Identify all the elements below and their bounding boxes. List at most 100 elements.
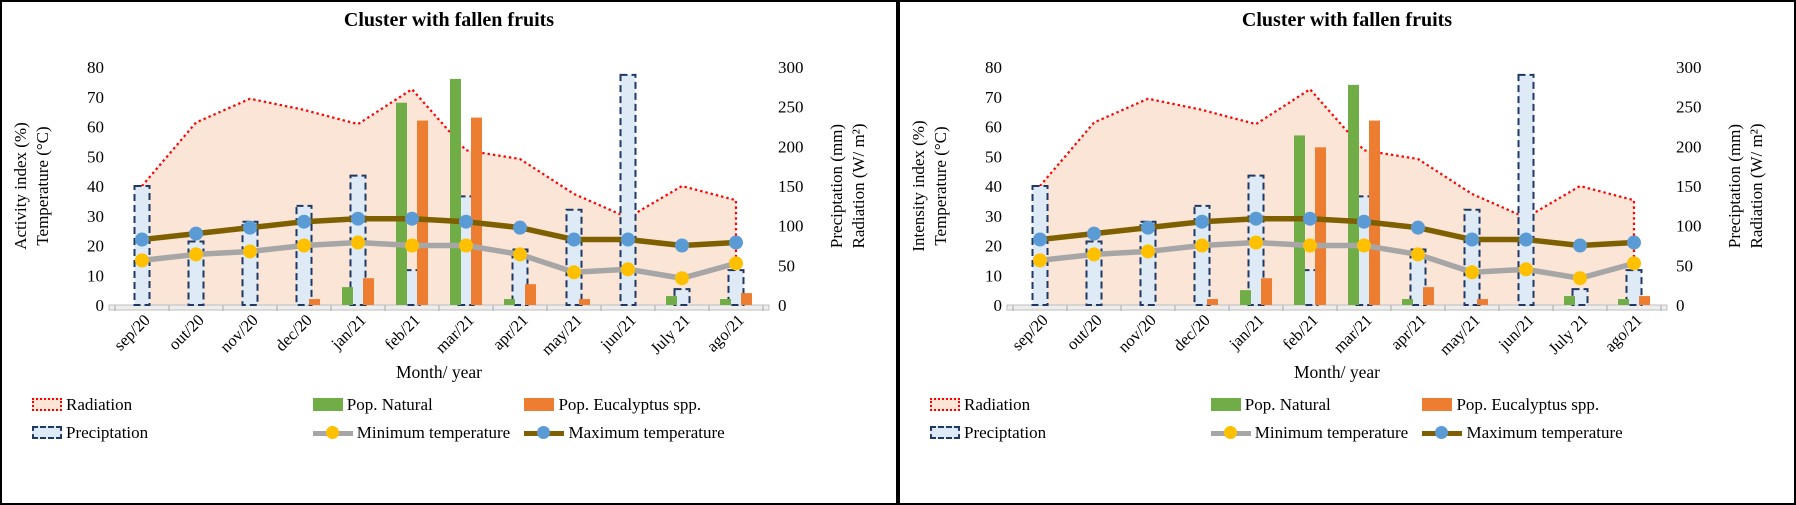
legend-label: Pop. Natural bbox=[1244, 395, 1331, 414]
maximum-temperature-marker bbox=[729, 235, 743, 250]
svg-text:10: 10 bbox=[985, 266, 1002, 285]
svg-text:nov/20: nov/20 bbox=[216, 310, 262, 356]
legend-label: Pop. Eucalyptus spp. bbox=[1456, 395, 1600, 414]
svg-text:sep/20: sep/20 bbox=[1008, 310, 1052, 354]
svg-text:Radiation (W/ m²): Radiation (W/ m²) bbox=[849, 123, 868, 248]
legend-label: Preciptation bbox=[66, 423, 149, 442]
svg-text:60: 60 bbox=[985, 118, 1002, 137]
radiation-legend-swatch bbox=[930, 398, 960, 411]
svg-text:Intensity index (%): Intensity index (%) bbox=[909, 120, 928, 251]
svg-text:feb/21: feb/21 bbox=[381, 310, 424, 353]
minimum-temperature-marker bbox=[1519, 262, 1533, 277]
svg-text:dec/20: dec/20 bbox=[271, 310, 316, 355]
legend-label: Radiation bbox=[964, 395, 1031, 414]
svg-text:apr/21: apr/21 bbox=[1387, 310, 1430, 353]
svg-text:ago/21: ago/21 bbox=[1601, 310, 1646, 355]
svg-text:150: 150 bbox=[778, 177, 804, 196]
legend-label: Radiation bbox=[66, 395, 133, 414]
minimum-temperature-marker bbox=[135, 253, 149, 268]
svg-text:10: 10 bbox=[87, 266, 104, 285]
month-labels: sep/20 out/20 nov/20 dec/20 jan/21 feb/21 mar/… bbox=[1008, 310, 1646, 358]
svg-text:100: 100 bbox=[1676, 217, 1702, 236]
legend-label: Maximum temperature bbox=[568, 423, 725, 442]
minimum-temperature-marker bbox=[1141, 244, 1155, 259]
minimum-temperature-marker bbox=[189, 247, 203, 262]
svg-text:70: 70 bbox=[87, 88, 104, 107]
chart-title: Cluster with fallen fruits bbox=[1241, 9, 1453, 31]
svg-text:Preciptation (mm): Preciptation (mm) bbox=[1725, 124, 1744, 248]
svg-text:50: 50 bbox=[985, 147, 1002, 166]
legend-label: Pop. Natural bbox=[346, 395, 433, 414]
minimum-temperature-marker bbox=[1573, 271, 1587, 286]
svg-text:80: 80 bbox=[87, 58, 104, 77]
axis-tick-labels: 0 10 20 30 40 50 60 70 80 0 50 100 150 200 250 300 bbox=[87, 58, 804, 315]
legend-label: Maximum temperature bbox=[1466, 423, 1623, 442]
maximum-temperature-marker bbox=[135, 232, 149, 247]
maximum-temperature-marker bbox=[297, 214, 311, 229]
maximum-temperature-marker bbox=[567, 232, 581, 247]
svg-text:mar/21: mar/21 bbox=[1329, 310, 1375, 356]
minimum-temperature-line-series bbox=[1033, 235, 1641, 286]
minimum-temperature-marker bbox=[729, 256, 743, 271]
pop-eucalyptus-bars bbox=[309, 117, 752, 305]
svg-text:may/21: may/21 bbox=[1435, 310, 1483, 358]
maximum-temperature-marker bbox=[1033, 232, 1047, 247]
svg-text:0: 0 bbox=[1676, 296, 1685, 315]
maximum-temperature-marker bbox=[1249, 211, 1263, 226]
legend-label: Minimum temperature bbox=[1254, 423, 1409, 442]
svg-text:60: 60 bbox=[87, 118, 104, 137]
legend-item-pop_eucalyptus: Pop. Eucalyptus spp. bbox=[1422, 395, 1794, 414]
axis-tick-labels: 0 10 20 30 40 50 60 70 80 0 50 100 150 200 250 300 bbox=[985, 58, 1702, 315]
svg-text:50: 50 bbox=[778, 256, 795, 275]
minimum-temperature-marker bbox=[1411, 247, 1425, 262]
legend-item-max_temp: Maximum temperature bbox=[524, 423, 896, 442]
svg-text:80: 80 bbox=[985, 58, 1002, 77]
minimum-temperature-marker bbox=[675, 271, 689, 286]
svg-text:20: 20 bbox=[985, 237, 1002, 256]
svg-text:Preciptation (mm): Preciptation (mm) bbox=[827, 124, 846, 248]
svg-text:150: 150 bbox=[1676, 177, 1702, 196]
svg-text:nov/20: nov/20 bbox=[1114, 310, 1160, 356]
svg-text:Temperature (°C): Temperature (°C) bbox=[33, 126, 52, 245]
svg-text:July 21: July 21 bbox=[1544, 310, 1591, 357]
legend-item-min_temp: Minimum temperature bbox=[1210, 423, 1423, 442]
pop_eucalyptus-legend-swatch bbox=[1422, 398, 1453, 411]
legend-item-max_temp: Maximum temperature bbox=[1422, 423, 1794, 442]
svg-text:jan/21: jan/21 bbox=[1225, 310, 1268, 353]
maximum-temperature-marker bbox=[243, 220, 257, 235]
radiation-area-series bbox=[140, 87, 738, 305]
svg-text:mar/21: mar/21 bbox=[431, 310, 477, 356]
minimum-temperature-marker bbox=[567, 265, 581, 280]
chart-plot-activity: 0 10 20 30 40 50 60 70 80 0 50 100 150 200 250 300 sep/2… bbox=[11, 58, 868, 382]
svg-text:20: 20 bbox=[87, 237, 104, 256]
svg-text:jan/21: jan/21 bbox=[327, 310, 370, 353]
maximum-temperature-marker bbox=[1357, 214, 1371, 229]
maximum-temperature-marker bbox=[405, 211, 419, 226]
maximum-temperature-marker bbox=[459, 214, 473, 229]
svg-text:Month/ year: Month/ year bbox=[1294, 362, 1380, 382]
maximum-temperature-marker bbox=[1573, 238, 1587, 253]
maximum-temperature-marker bbox=[189, 226, 203, 241]
svg-text:250: 250 bbox=[778, 98, 804, 117]
min_temp-legend-swatch bbox=[312, 426, 353, 440]
svg-text:0: 0 bbox=[96, 296, 105, 315]
maximum-temperature-marker bbox=[351, 211, 365, 226]
svg-text:50: 50 bbox=[87, 147, 104, 166]
svg-text:out/20: out/20 bbox=[1063, 310, 1106, 353]
minimum-temperature-marker bbox=[1033, 253, 1047, 268]
chart-panel-right: Cluster with fallen fruits 0 10 20 30 40 50 60… bbox=[898, 0, 1796, 505]
svg-text:ago/21: ago/21 bbox=[703, 310, 748, 355]
minimum-temperature-marker bbox=[1303, 238, 1317, 253]
maximum-temperature-marker bbox=[1141, 220, 1155, 235]
maximum-temperature-marker bbox=[513, 220, 527, 235]
minimum-temperature-line-series bbox=[135, 235, 743, 286]
minimum-temperature-marker bbox=[621, 262, 635, 277]
svg-text:feb/21: feb/21 bbox=[1279, 310, 1322, 353]
maximum-temperature-line-series bbox=[135, 211, 743, 253]
radiation-legend-swatch bbox=[32, 398, 62, 411]
maximum-temperature-marker bbox=[675, 238, 689, 253]
maximum-temperature-marker bbox=[1465, 232, 1479, 247]
svg-text:200: 200 bbox=[1676, 137, 1702, 156]
month-labels: sep/20 out/20 nov/20 dec/20 jan/21 feb/21 mar/… bbox=[110, 310, 748, 358]
